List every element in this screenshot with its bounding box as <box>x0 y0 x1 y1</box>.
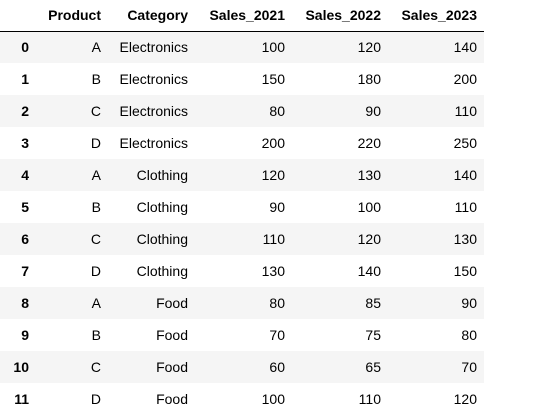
table-row: 4 A Clothing 120 130 140 <box>0 159 484 191</box>
row-index: 9 <box>21 327 29 343</box>
sales-2023-cell: 110 <box>454 103 477 119</box>
product-cell: D <box>90 135 101 151</box>
table-row: 0 A Electronics 100 120 140 <box>0 31 484 63</box>
category-cell: Electronics <box>119 103 188 119</box>
sales-2023-cell: 250 <box>453 135 477 151</box>
row-index: 11 <box>14 391 29 407</box>
table-row: 11 D Food 100 110 120 <box>0 383 484 415</box>
sales-2022-cell: 120 <box>357 39 381 56</box>
product-column-header: Product <box>35 0 108 32</box>
sales-2023-cell: 200 <box>453 71 477 87</box>
sales-2021-cell: 90 <box>269 199 285 215</box>
header-row: Product Category Sales_2021 Sales_2022 S… <box>0 0 484 32</box>
product-cell: A <box>91 39 101 56</box>
category-cell: Electronics <box>119 135 188 151</box>
row-index: 2 <box>21 103 29 119</box>
table-body: 0 A Electronics 100 120 140 1 B Electron… <box>0 31 484 415</box>
sales-2022-cell: 85 <box>365 295 381 311</box>
row-index: 5 <box>21 199 29 215</box>
product-cell: B <box>91 199 101 215</box>
dataframe-table: Product Category Sales_2021 Sales_2022 S… <box>0 0 484 415</box>
row-index: 4 <box>21 167 29 183</box>
product-cell: A <box>91 167 101 183</box>
sales-2021-cell: 100 <box>261 391 285 407</box>
table-row: 1 B Electronics 150 180 200 <box>0 63 484 95</box>
sales-2021-cell: 130 <box>261 263 285 279</box>
sales-2021-cell: 100 <box>261 39 285 56</box>
sales-2023-cell: 80 <box>461 327 477 343</box>
row-index: 1 <box>21 71 29 87</box>
sales-2023-cell: 140 <box>453 39 477 56</box>
sales-2022-cell: 120 <box>357 231 381 247</box>
row-index: 10 <box>13 359 29 375</box>
product-cell: C <box>90 231 101 247</box>
sales-2023-cell: 90 <box>461 295 477 311</box>
row-index: 6 <box>21 231 29 247</box>
category-cell: Clothing <box>136 199 188 215</box>
category-cell: Food <box>156 359 188 375</box>
category-cell: Clothing <box>136 263 188 279</box>
sales-2022-cell: 75 <box>365 327 381 343</box>
product-cell: C <box>90 103 101 119</box>
sales-2022-cell: 130 <box>357 167 381 183</box>
table-row: 9 B Food 70 75 80 <box>0 319 484 351</box>
table-header: Product Category Sales_2021 Sales_2022 S… <box>0 0 484 32</box>
row-index: 3 <box>21 135 29 151</box>
sales-2021-cell: 110 <box>262 231 285 247</box>
sales-2021-cell: 200 <box>261 135 285 151</box>
sales-2022-cell: 140 <box>357 263 381 279</box>
category-cell: Food <box>156 327 188 343</box>
sales-2022-cell: 180 <box>357 71 381 87</box>
table-row: 7 D Clothing 130 140 150 <box>0 255 484 287</box>
row-index: 0 <box>21 39 29 56</box>
table-row: 5 B Clothing 90 100 110 <box>0 191 484 223</box>
sales-2021-cell: 70 <box>269 327 285 343</box>
category-cell: Electronics <box>119 71 188 87</box>
sales-2022-cell: 65 <box>365 359 381 375</box>
row-index: 7 <box>21 263 29 279</box>
sales-2022-cell: 90 <box>365 103 381 119</box>
category-cell: Clothing <box>136 167 188 183</box>
category-cell: Clothing <box>136 231 188 247</box>
sales-2022-cell: 220 <box>357 135 381 151</box>
category-cell: Food <box>156 391 188 407</box>
sales-2023-cell: 140 <box>453 167 477 183</box>
sales-2022-cell: 100 <box>357 199 381 215</box>
table-row: 6 C Clothing 110 120 130 <box>0 223 484 255</box>
sales-2023-cell: 120 <box>453 391 477 407</box>
product-cell: B <box>91 327 101 343</box>
product-cell: C <box>90 359 101 375</box>
product-cell: A <box>91 295 101 311</box>
category-cell: Food <box>156 295 188 311</box>
category-column-header: Category <box>108 0 195 32</box>
product-cell: D <box>90 263 101 279</box>
sales-2023-cell: 110 <box>454 199 477 215</box>
table-row: 2 C Electronics 80 90 110 <box>0 95 484 127</box>
sales-2023-cell: 70 <box>461 359 477 375</box>
sales-2021-cell: 120 <box>261 167 285 183</box>
product-cell: B <box>91 71 101 87</box>
sales-2021-cell: 80 <box>269 295 285 311</box>
product-cell: D <box>90 391 101 407</box>
row-index: 8 <box>21 295 29 311</box>
sales-2021-column-header: Sales_2021 <box>195 0 292 32</box>
sales-2021-cell: 60 <box>269 359 285 375</box>
table-row: 10 C Food 60 65 70 <box>0 351 484 383</box>
sales-2023-column-header: Sales_2023 <box>388 0 484 32</box>
sales-2021-cell: 150 <box>261 71 285 87</box>
sales-2022-column-header: Sales_2022 <box>292 0 388 32</box>
table-row: 8 A Food 80 85 90 <box>0 287 484 319</box>
sales-2023-cell: 150 <box>453 263 477 279</box>
index-column-header <box>0 0 35 32</box>
table-row: 3 D Electronics 200 220 250 <box>0 127 484 159</box>
sales-2022-cell: 110 <box>358 391 381 407</box>
category-cell: Electronics <box>119 39 188 56</box>
sales-2023-cell: 130 <box>453 231 477 247</box>
sales-2021-cell: 80 <box>269 103 285 119</box>
